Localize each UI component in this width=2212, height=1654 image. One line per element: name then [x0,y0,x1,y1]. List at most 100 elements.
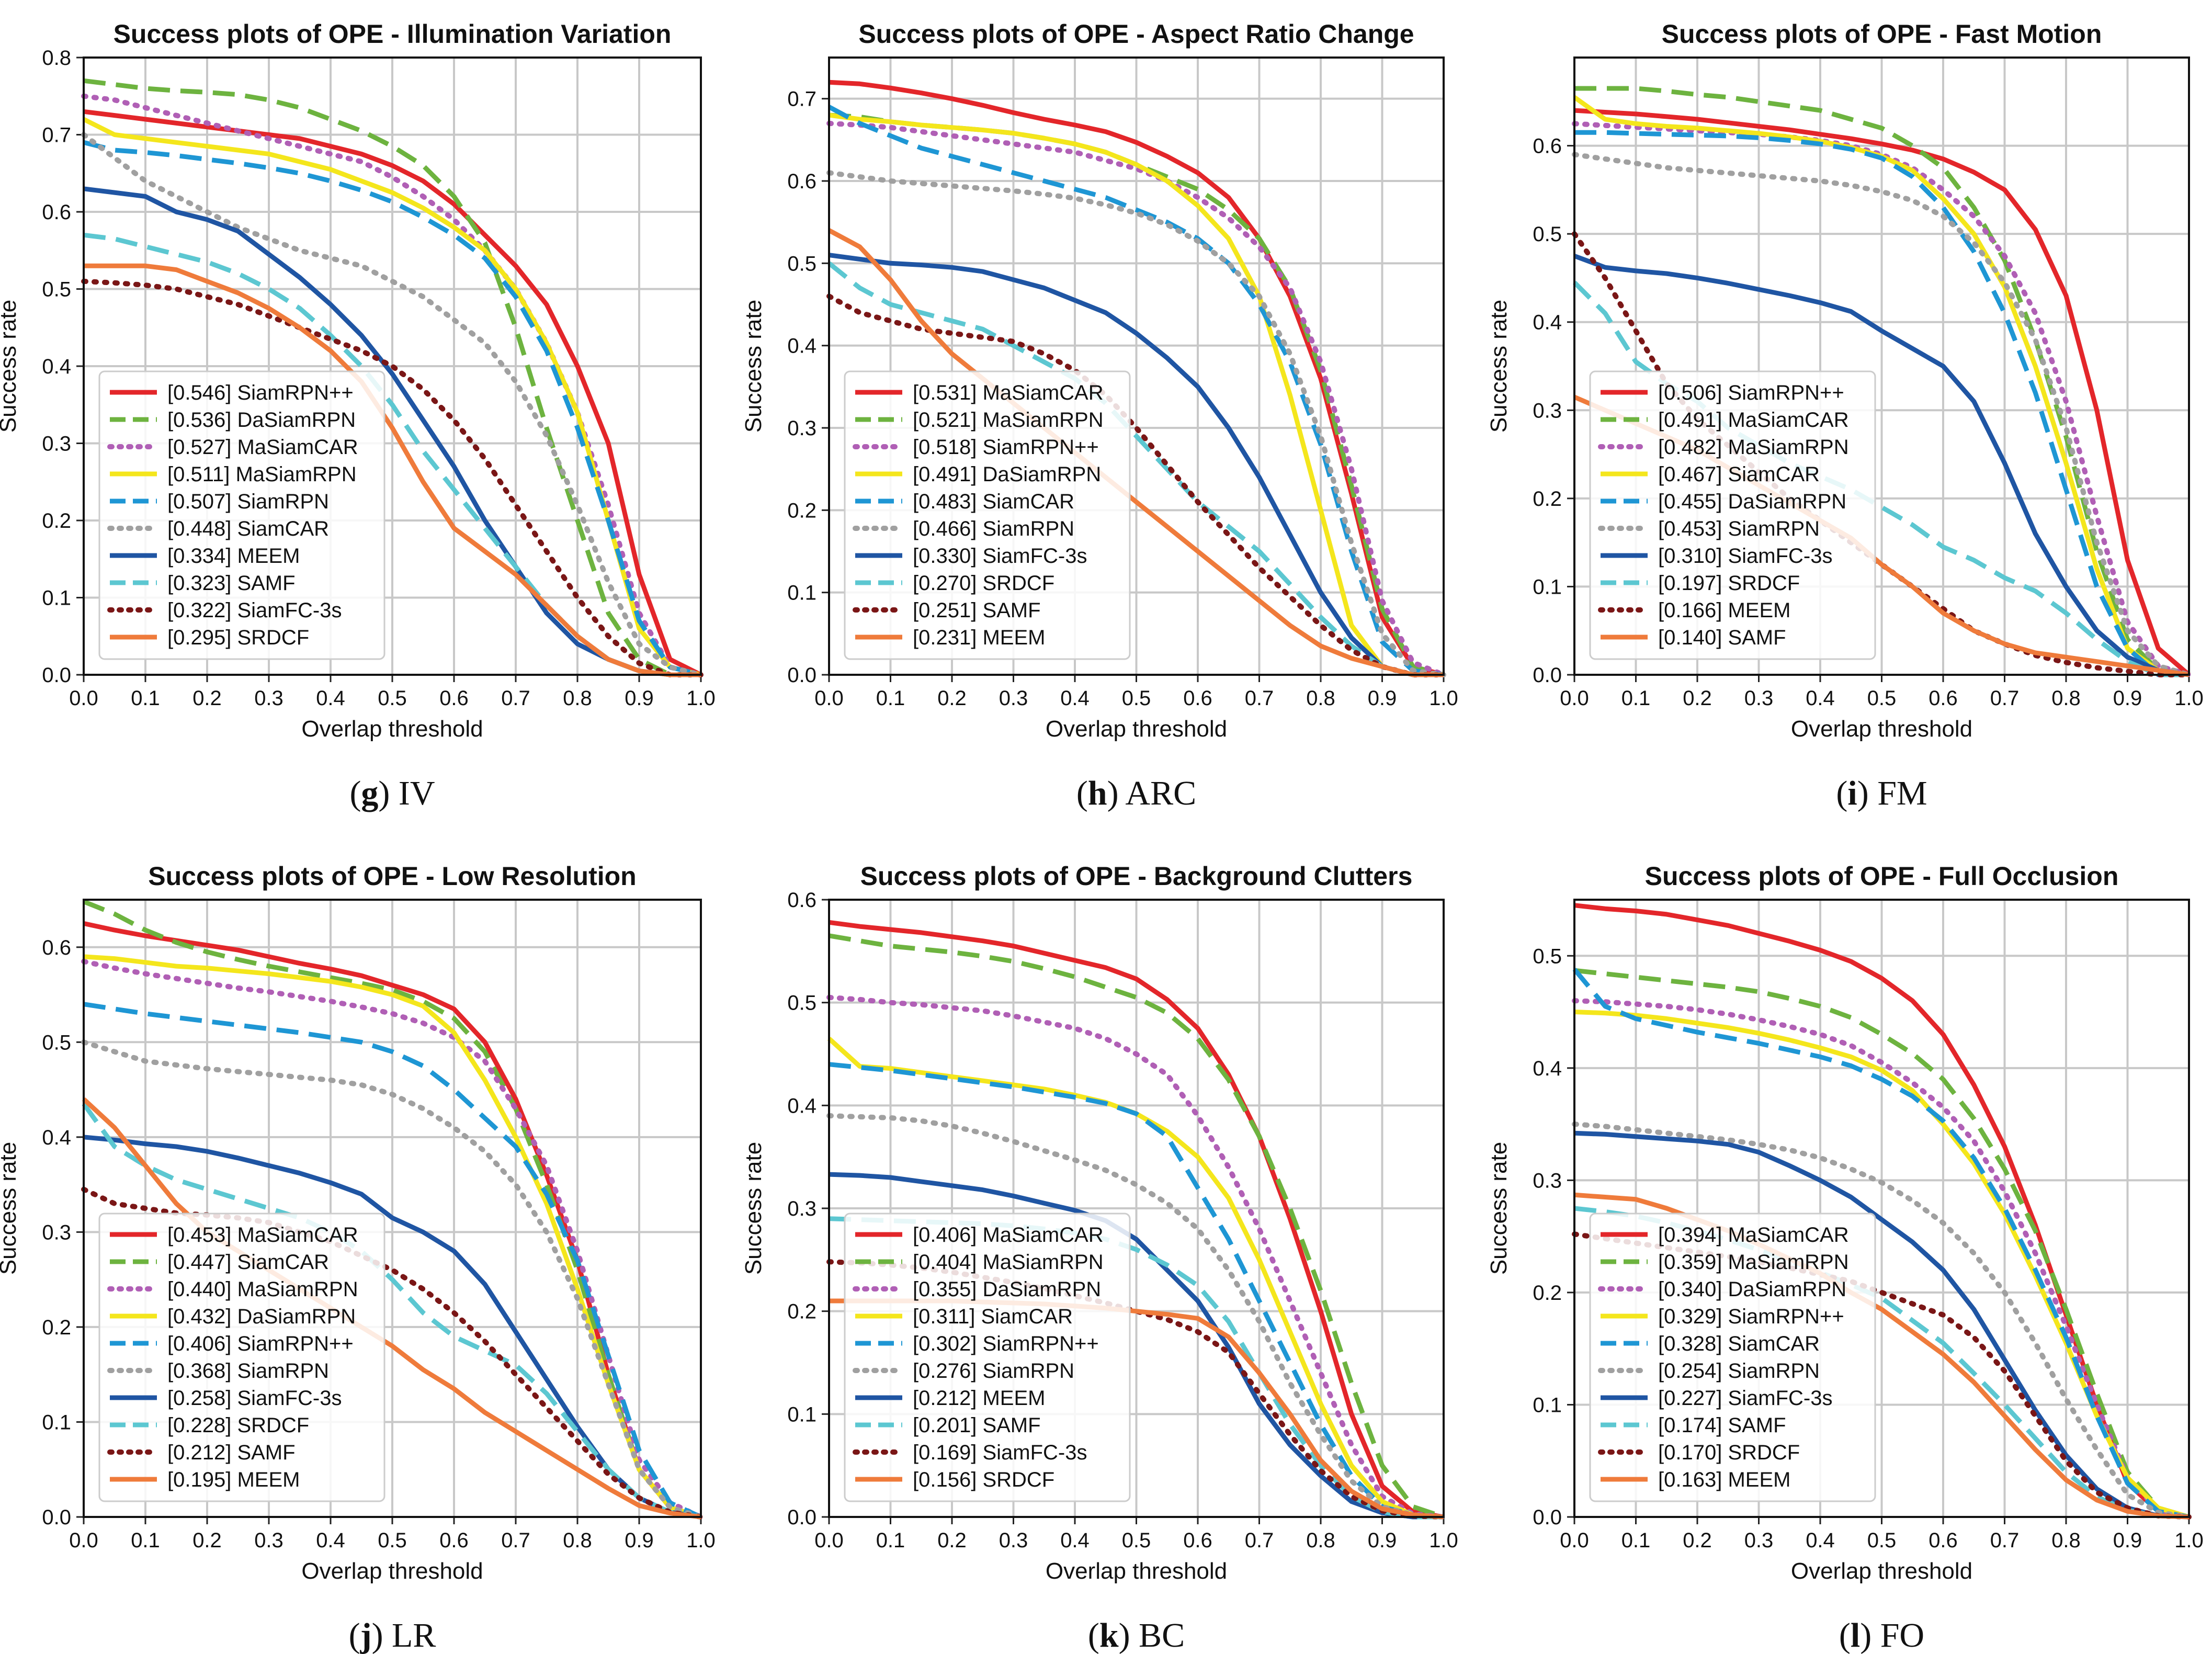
x-tick-label: 0.4 [1060,687,1090,710]
x-tick-label: 0.6 [439,687,469,710]
legend-entry: [0.276] SiamRPN [913,1360,1074,1383]
x-tick-label: 0.3 [1744,1529,1774,1552]
x-axis-label: Overlap threshold [1791,716,1972,742]
series-line [829,1062,1444,1520]
y-tick-label: 0.0 [42,1506,71,1529]
y-tick-label: 0.6 [787,889,816,912]
x-tick-label: 0.7 [501,1529,530,1552]
legend-entry: [0.302] SiamRPN++ [913,1332,1099,1355]
y-tick-label: 0.3 [787,1197,816,1220]
series-line [1574,968,2190,1520]
y-tick-label: 0.1 [1533,1394,1562,1417]
y-tick-label: 0.5 [1533,223,1562,246]
chart-title: Success plots of OPE - Illumination Vari… [114,19,672,49]
legend-box [98,370,385,660]
plot-frame [1573,899,2190,1518]
x-tick-label: 0.1 [131,1529,160,1552]
y-tick-label: 0.3 [1533,1169,1562,1192]
y-axis-label: Success rate [741,300,766,433]
y-tick-label: 0.5 [1533,945,1562,968]
series-line [83,140,702,677]
plot-frame [828,899,1445,1518]
series-line [829,920,1444,1520]
series-line [829,112,1444,677]
legend-entry: [0.406] MaSiamCAR [913,1223,1104,1247]
series-line [1574,903,2190,1520]
y-tick-label: 0.6 [787,170,816,193]
legend-entry: [0.140] SAMF [1658,626,1786,649]
x-tick-label: 0.1 [131,687,160,710]
legend-entry: [0.258] SiamFC-3s [167,1387,342,1410]
series-line [827,228,1444,677]
legend-entry: [0.334] MEEM [167,545,300,568]
series-line [827,105,1444,677]
x-tick-label: 0.7 [1990,1529,2020,1552]
legend-entry: [0.506] SiamRPN++ [1658,381,1844,404]
y-tick-label: 0.1 [42,1411,71,1434]
series-line [826,1113,1446,1520]
x-tick-label: 1.0 [686,1529,716,1552]
x-tick-label: 0.8 [2051,1529,2081,1552]
panel-caption: (g) IV [349,774,435,812]
legend-entry: [0.453] MaSiamCAR [167,1223,358,1247]
legend-entry: [0.166] MEEM [1658,599,1790,622]
y-tick-label: 0.2 [42,509,71,533]
x-tick-label: 0.5 [1122,687,1151,710]
panel-caption: (l) FO [1839,1616,1924,1654]
legend-entry: [0.491] MaSiamCAR [1658,409,1849,432]
y-tick-label: 0.4 [787,1094,816,1117]
y-tick-label: 0.8 [42,47,71,70]
plot-frame [83,56,702,676]
legend-entry: [0.527] MaSiamCAR [167,436,358,459]
legend-entry: [0.466] SiamRPN [913,517,1074,540]
series-line [81,132,704,677]
series-line [83,921,702,1520]
y-tick-label: 0.2 [787,1300,816,1323]
series-line [83,954,702,1520]
x-tick-label: 0.7 [1245,687,1274,710]
x-tick-label: 0.8 [563,687,592,710]
x-tick-label: 0.4 [1806,1529,1835,1552]
legend-entry: [0.201] SAMF [913,1414,1041,1437]
y-tick-label: 0.5 [42,1031,71,1054]
legend-box [1589,1213,1876,1502]
x-tick-label: 1.0 [1429,1529,1458,1552]
x-tick-label: 0.1 [876,1529,905,1552]
legend-entry: [0.447] SiamCAR [167,1251,329,1274]
y-tick-label: 0.0 [42,664,71,687]
x-tick-label: 1.0 [2174,687,2204,710]
legend-entry: [0.228] SRDCF [167,1414,309,1437]
legend-entry: [0.404] MaSiamRPN [913,1251,1104,1274]
legend-entry: [0.212] SAMF [167,1441,296,1464]
x-tick-label: 0.2 [1683,687,1712,710]
legend-entry: [0.231] MEEM [913,626,1045,649]
y-tick-label: 0.1 [787,582,816,605]
plot-frame [83,899,702,1518]
legend-entry: [0.359] MaSiamRPN [1658,1251,1849,1274]
x-tick-label: 0.0 [69,1529,98,1552]
y-tick-label: 0.3 [42,1221,71,1244]
y-tick-label: 0.2 [1533,1282,1562,1305]
y-tick-label: 0.1 [1533,575,1562,598]
legend-entry: [0.511] MaSiamRPN [167,463,357,486]
legend-entry: [0.467] SiamCAR [1658,463,1820,486]
series-line [827,261,1444,677]
x-tick-label: 0.9 [625,1529,654,1552]
x-tick-label: 0.7 [1990,687,2020,710]
legend-entry: [0.546] SiamRPN++ [167,381,354,404]
x-tick-label: 0.1 [1621,1529,1651,1552]
series-line [81,1039,704,1520]
x-tick-label: 0.3 [999,687,1028,710]
legend-entry: [0.330] SiamFC-3s [913,545,1087,568]
y-axis-label: Success rate [0,300,21,433]
legend-entry: [0.156] SRDCF [913,1468,1054,1491]
x-tick-label: 0.0 [814,687,844,710]
legend-entry: [0.455] DaSiamRPN [1658,490,1846,513]
series-line [81,93,704,677]
x-axis-label: Overlap threshold [1046,1558,1227,1584]
legend-box [98,1213,385,1502]
legend-entry: [0.174] SAMF [1658,1414,1786,1437]
x-tick-label: 0.9 [2113,1529,2142,1552]
x-tick-label: 0.2 [192,1529,222,1552]
